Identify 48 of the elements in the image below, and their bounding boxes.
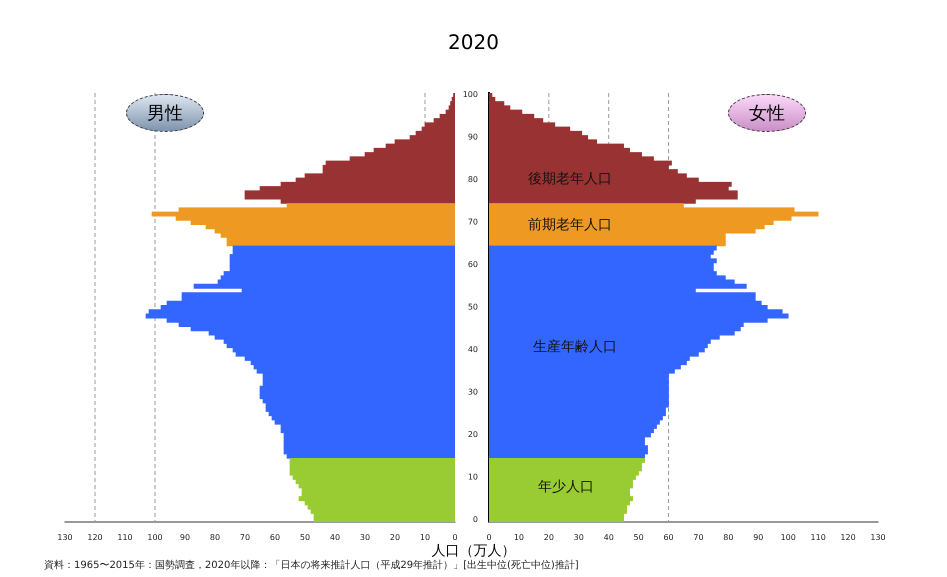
y-tick-label: 10 xyxy=(468,472,478,482)
x-tick-label: 70 xyxy=(240,532,250,542)
y-tick-label: 40 xyxy=(468,345,478,354)
x-tick-label: 100 xyxy=(147,532,163,542)
x-axis-title: 人口（万人） xyxy=(430,542,516,560)
annotation: 後期老年人口 xyxy=(528,170,612,188)
x-tick-label: 10 xyxy=(420,532,430,542)
annotation: 男性 xyxy=(126,94,204,132)
x-tick-label: 100 xyxy=(780,532,796,542)
x-tick-label: 130 xyxy=(870,532,886,542)
x-tick-label: 110 xyxy=(810,532,826,542)
x-tick-label: 0 xyxy=(486,532,492,542)
y-tick-label: 70 xyxy=(468,218,478,227)
x-tick-label: 120 xyxy=(840,532,856,542)
chart-title: 2020 xyxy=(447,30,500,54)
annotation: 女性 xyxy=(728,94,806,132)
annotation: 年少人口 xyxy=(538,478,594,496)
x-tick-label: 40 xyxy=(330,532,340,542)
x-tick-label: 50 xyxy=(300,532,310,542)
y-tick-label: 0 xyxy=(472,514,478,524)
x-tick-label: 0 xyxy=(452,532,458,542)
x-tick-label: 30 xyxy=(574,532,584,542)
text: 資料：1965〜2015年：国勢調査，2020年以降：「日本の将来推計人口（平成29年推計）」[出生中位(死亡中位)推計] xyxy=(44,558,580,572)
x-tick-label: 20 xyxy=(544,532,554,542)
y-tick-label: 80 xyxy=(468,175,478,184)
annotation: 前期老年人口 xyxy=(528,216,612,234)
y-tick-label: 30 xyxy=(468,388,478,397)
annotation: 生産年齢人口 xyxy=(533,338,617,356)
x-tick-label: 80 xyxy=(210,532,220,542)
y-tick-label: 100 xyxy=(462,90,478,100)
x-tick-label: 110 xyxy=(117,532,133,542)
x-tick-label: 90 xyxy=(753,532,764,542)
x-tick-label: 120 xyxy=(87,532,103,542)
x-tick-label: 60 xyxy=(270,532,280,542)
x-tick-label: 50 xyxy=(634,532,644,542)
y-tick-label: 90 xyxy=(468,132,478,142)
x-tick-label: 30 xyxy=(360,532,370,542)
x-tick-label: 10 xyxy=(514,532,524,542)
x-tick-label: 40 xyxy=(604,532,614,542)
x-tick-label: 80 xyxy=(723,532,734,542)
x-tick-label: 60 xyxy=(663,532,674,542)
x-tick-label: 70 xyxy=(693,532,704,542)
y-tick-label: 50 xyxy=(468,302,478,312)
y-tick-label: 60 xyxy=(468,260,478,270)
x-tick-label: 130 xyxy=(57,532,73,542)
x-tick-label: 90 xyxy=(180,532,190,542)
y-tick-label: 20 xyxy=(468,430,478,440)
x-tick-label: 20 xyxy=(390,532,400,542)
